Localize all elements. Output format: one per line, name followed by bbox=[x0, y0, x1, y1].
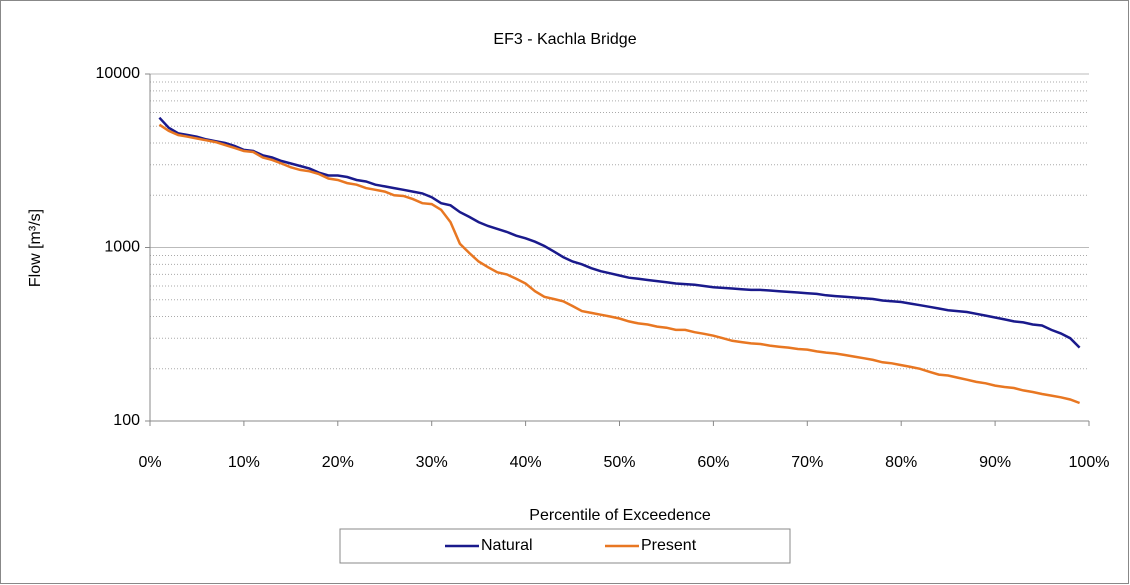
data-line bbox=[158, 123, 1081, 405]
data-line bbox=[158, 116, 1081, 349]
legend-label: Natural bbox=[481, 537, 533, 554]
x-axis-label: Percentile of Exceedence bbox=[529, 507, 711, 524]
x-tick-label: 0% bbox=[138, 454, 161, 471]
x-tick-label: 90% bbox=[979, 454, 1011, 471]
x-tick-label: 40% bbox=[510, 454, 542, 471]
y-tick-label: 100 bbox=[113, 412, 140, 429]
x-tick-label: 100% bbox=[1069, 454, 1110, 471]
y-axis-label: Flow [m³/s] bbox=[27, 209, 44, 287]
x-tick-label: 50% bbox=[603, 454, 635, 471]
x-tick-label: 10% bbox=[228, 454, 260, 471]
legend-box bbox=[339, 528, 791, 564]
x-tick-label: 60% bbox=[697, 454, 729, 471]
x-tick-label: 80% bbox=[885, 454, 917, 471]
legend-label: Present bbox=[641, 537, 697, 554]
x-tick-label: 20% bbox=[322, 454, 354, 471]
y-tick-label: 1000 bbox=[104, 239, 140, 256]
chart-title: EF3 - Kachla Bridge bbox=[493, 31, 636, 48]
y-tick-label: 10000 bbox=[96, 65, 141, 82]
x-tick-label: 70% bbox=[791, 454, 823, 471]
x-tick-label: 30% bbox=[416, 454, 448, 471]
